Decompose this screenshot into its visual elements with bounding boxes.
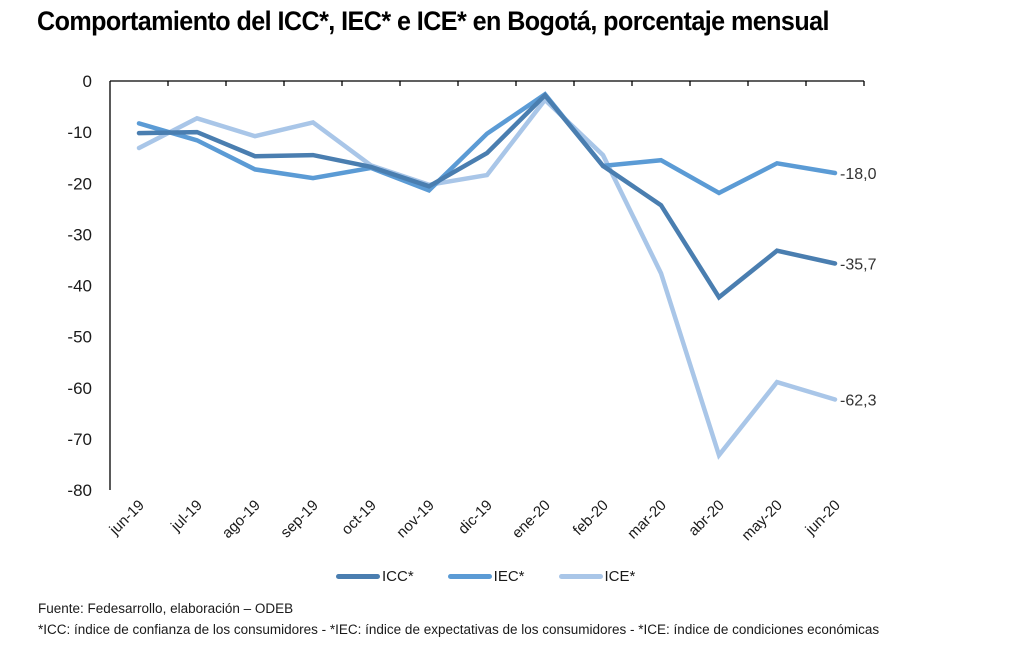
x-tick-label: ago-19: [219, 497, 264, 542]
x-tick-label: nov-19: [393, 497, 437, 541]
y-tick-label: -70: [67, 430, 92, 449]
source-note: Fuente: Fedesarrollo, elaboración – ODEB: [38, 601, 294, 616]
chart-title: Comportamiento del ICC*, IEC* e ICE* en …: [37, 6, 830, 36]
legend-item-ice: ICE*: [558, 568, 636, 585]
legend-swatch-icc: [336, 574, 380, 579]
legend-label-iec: IEC*: [493, 568, 525, 585]
series-line-icc: [136, 91, 838, 301]
y-tick-label: -10: [67, 123, 92, 142]
x-tick-label: dic-19: [455, 497, 496, 538]
x-tick-label: may-20: [738, 497, 785, 544]
definitions-note: *ICC: índice de confianza de los consumi…: [38, 622, 880, 637]
x-tick-label: ene-20: [509, 497, 554, 542]
x-axis-labels: jun-19 jul-19 ago-19 sep-19 oct-19 nov-19 dic-…: [106, 497, 844, 544]
legend-item-iec: IEC*: [447, 568, 525, 585]
y-tick-label: 0: [83, 72, 92, 91]
y-tick-label: -40: [67, 277, 92, 296]
x-tick-label: sep-19: [277, 497, 321, 541]
series-line-iec: [136, 91, 838, 196]
x-tick-label: abr-20: [685, 497, 728, 540]
legend-label-icc: ICC*: [382, 568, 414, 585]
end-value-label-ice: -62,3: [840, 393, 877, 410]
y-tick-label: -80: [67, 481, 92, 500]
x-tick-label: feb-20: [570, 497, 612, 539]
series-lines: [136, 91, 838, 460]
x-tick-label: mar-20: [624, 497, 670, 543]
legend-label-ice: ICE*: [604, 568, 636, 585]
x-tick-label: jun-19: [106, 497, 148, 539]
legend: ICC* IEC* ICE*: [336, 568, 635, 585]
y-axis-ticks: 0 -10 -20 -30 -40 -50 -60 -70 -80: [67, 72, 92, 500]
y-tick-label: -50: [67, 328, 92, 347]
y-tick-label: -60: [67, 379, 92, 398]
end-value-label-icc: -35,7: [840, 257, 877, 274]
x-axis-ticks: [167, 81, 865, 86]
y-tick-label: -20: [67, 174, 92, 193]
x-tick-label: oct-19: [338, 497, 380, 539]
legend-item-icc: ICC*: [336, 568, 414, 585]
x-tick-label: jun-20: [802, 497, 844, 539]
legend-swatch-iec: [447, 574, 492, 579]
legend-swatch-ice: [558, 574, 603, 579]
y-tick-label: -30: [67, 225, 92, 244]
x-tick-label: jul-19: [167, 497, 206, 536]
end-labels: -62,3 -18,0 -35,7: [840, 166, 877, 409]
end-value-label-iec: -18,0: [840, 166, 877, 183]
